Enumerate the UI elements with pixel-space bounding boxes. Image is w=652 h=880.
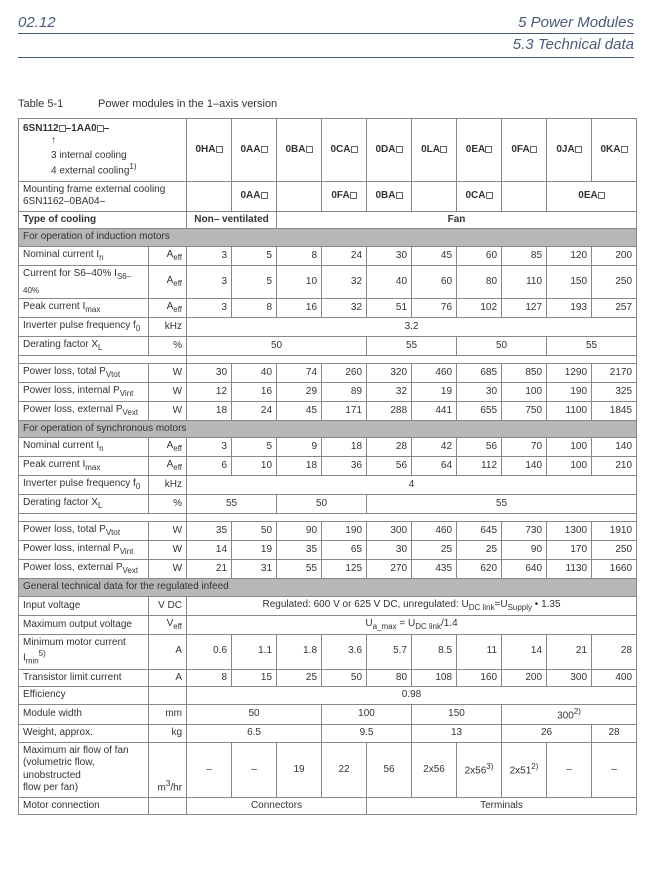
section-synchronous: For operation of synchronous motors	[19, 420, 637, 438]
table-row: Derating factor XL % 55 50 55	[19, 495, 637, 514]
spacer-row	[19, 514, 637, 522]
table-row: Power loss, internal PVint W 12162989321…	[19, 382, 637, 401]
table-row: Power loss, total PVtot W 35509019030046…	[19, 522, 637, 541]
table-row: Inverter pulse frequency f0 kHz 4	[19, 476, 637, 495]
table-caption: Table 5-1Power modules in the 1–axis ver…	[18, 98, 634, 110]
table-row: Power loss, internal PVint W 14193565302…	[19, 541, 637, 560]
section-general: General technical data for the regulated…	[19, 579, 637, 597]
table-row: Nominal current In Aeff 3582430456085120…	[19, 246, 637, 265]
table-row: Nominal current In Aeff 3591828425670100…	[19, 438, 637, 457]
table-row: Minimum motor current Imin5) A 0.61.11.8…	[19, 634, 637, 669]
cooling-type-row: Type of cooling Non– ventilated Fan	[19, 211, 637, 229]
power-modules-table: 6SN112–1AA0– ↑ 3 internal cooling 4 exte…	[18, 118, 637, 815]
table-row: Transistor limit current A 8152550801081…	[19, 669, 637, 687]
table-row: Power loss, external PVext W 18244517128…	[19, 401, 637, 420]
table-row: Inverter pulse frequency f0 kHz 3.2	[19, 317, 637, 336]
table-row: Maximum air flow of fan(volumetric flow,…	[19, 742, 637, 797]
product-code-row: 6SN112–1AA0– ↑ 3 internal cooling 4 exte…	[19, 119, 637, 182]
mounting-frame-row: Mounting frame external cooling 6SN1162–…	[19, 181, 637, 211]
table-row: Peak current Imax Aeff 61018365664112140…	[19, 457, 637, 476]
table-row: Input voltage V DC Regulated: 600 V or 6…	[19, 596, 637, 615]
table-row: Power loss, total PVtot W 30407426032046…	[19, 363, 637, 382]
table-row: Peak current Imax Aeff 38163251761021271…	[19, 298, 637, 317]
table-row: Module width mm 50 100 150 3002)	[19, 704, 637, 725]
chapter-title: 5 Power Modules	[518, 14, 634, 31]
table-row: Maximum output voltage Veff Ua_max = UDC…	[19, 615, 637, 634]
section-title: 5.3 Technical data	[18, 34, 634, 58]
table-row: Power loss, external PVext W 21315512527…	[19, 560, 637, 579]
table-row: Weight, approx. kg 6.5 9.5 13 26 28	[19, 725, 637, 743]
table-row: Derating factor XL % 50 55 50 55	[19, 336, 637, 355]
table-row: Current for S6–40% IS6–40% Aeff 35103240…	[19, 265, 637, 298]
section-induction: For operation of induction motors	[19, 229, 637, 247]
spacer-row	[19, 355, 637, 363]
page-number-left: 02.12	[18, 14, 56, 31]
table-row: Motor connection Connectors Terminals	[19, 797, 637, 815]
table-row: Efficiency 0.98	[19, 687, 637, 705]
